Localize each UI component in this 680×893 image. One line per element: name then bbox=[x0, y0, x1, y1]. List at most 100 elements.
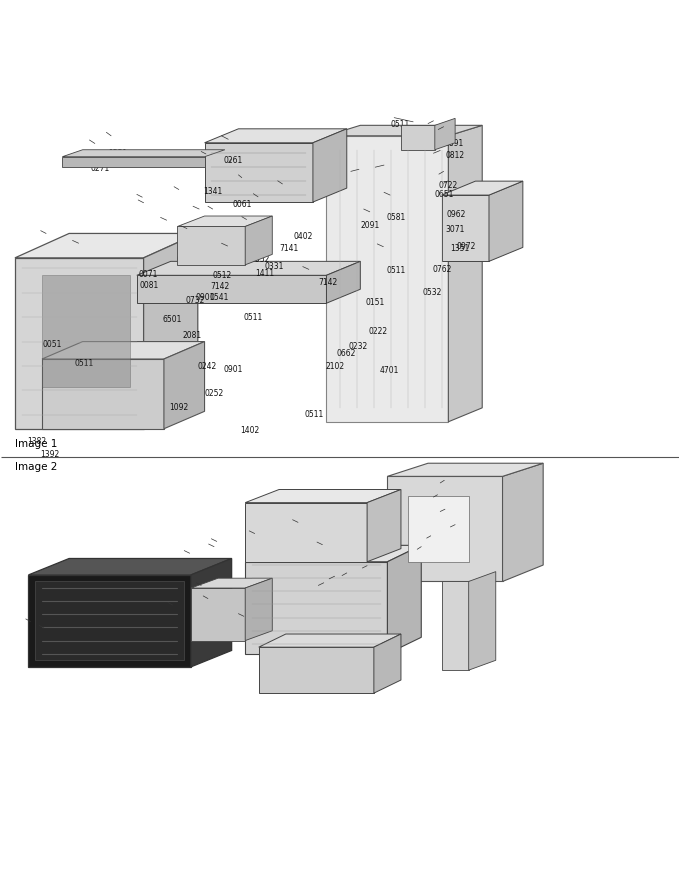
Polygon shape bbox=[469, 572, 496, 670]
Polygon shape bbox=[191, 588, 245, 640]
Polygon shape bbox=[29, 558, 232, 575]
Text: 1392: 1392 bbox=[41, 450, 60, 459]
Text: 0331: 0331 bbox=[176, 255, 195, 264]
Polygon shape bbox=[177, 216, 272, 227]
Polygon shape bbox=[205, 129, 347, 143]
Text: 1551: 1551 bbox=[108, 149, 128, 158]
Text: 0581: 0581 bbox=[386, 213, 405, 222]
Polygon shape bbox=[489, 181, 523, 262]
Text: 0242: 0242 bbox=[198, 362, 217, 371]
Text: 0972: 0972 bbox=[456, 241, 476, 251]
Polygon shape bbox=[435, 119, 455, 150]
Polygon shape bbox=[245, 503, 367, 562]
Text: 1092: 1092 bbox=[169, 403, 188, 412]
Text: 2091: 2091 bbox=[360, 221, 379, 230]
Polygon shape bbox=[374, 634, 401, 693]
Text: 1411: 1411 bbox=[256, 269, 275, 278]
Text: 0331: 0331 bbox=[203, 228, 222, 237]
Polygon shape bbox=[388, 476, 503, 581]
Polygon shape bbox=[245, 546, 422, 562]
Polygon shape bbox=[388, 546, 422, 654]
Text: 0151: 0151 bbox=[366, 298, 385, 307]
Text: 0532: 0532 bbox=[423, 288, 442, 296]
Text: 0891: 0891 bbox=[445, 138, 464, 147]
Polygon shape bbox=[326, 125, 482, 136]
Polygon shape bbox=[441, 195, 489, 262]
Polygon shape bbox=[441, 181, 523, 195]
Polygon shape bbox=[388, 463, 543, 476]
Polygon shape bbox=[164, 341, 205, 429]
Text: 1351: 1351 bbox=[449, 244, 469, 253]
Text: 0651: 0651 bbox=[435, 190, 454, 199]
Polygon shape bbox=[503, 463, 543, 581]
Text: 0552: 0552 bbox=[251, 255, 270, 264]
Text: 0222: 0222 bbox=[369, 327, 388, 336]
Text: 0252: 0252 bbox=[205, 389, 224, 398]
Text: 7142: 7142 bbox=[318, 278, 337, 288]
Polygon shape bbox=[245, 489, 401, 503]
Text: 0662: 0662 bbox=[337, 348, 356, 357]
Text: 0541: 0541 bbox=[210, 293, 229, 302]
Text: 0261: 0261 bbox=[224, 156, 243, 165]
Polygon shape bbox=[245, 216, 272, 265]
Polygon shape bbox=[35, 581, 184, 660]
Polygon shape bbox=[408, 497, 469, 562]
Text: 0511: 0511 bbox=[391, 121, 410, 129]
Polygon shape bbox=[245, 562, 388, 654]
Text: 0232: 0232 bbox=[348, 342, 367, 351]
Text: 0512: 0512 bbox=[213, 271, 232, 280]
Text: 0511: 0511 bbox=[75, 359, 94, 369]
Text: 0901: 0901 bbox=[207, 238, 226, 248]
Text: 0901: 0901 bbox=[224, 365, 243, 374]
Polygon shape bbox=[63, 150, 225, 156]
Polygon shape bbox=[258, 634, 401, 647]
Polygon shape bbox=[137, 275, 326, 304]
Polygon shape bbox=[326, 136, 448, 421]
Polygon shape bbox=[15, 233, 198, 258]
Polygon shape bbox=[29, 575, 191, 667]
Text: 0081: 0081 bbox=[139, 280, 159, 290]
Polygon shape bbox=[367, 489, 401, 562]
Polygon shape bbox=[42, 359, 164, 429]
Text: 0071: 0071 bbox=[138, 270, 158, 279]
Polygon shape bbox=[258, 647, 374, 693]
Polygon shape bbox=[313, 129, 347, 202]
Polygon shape bbox=[63, 156, 205, 167]
Polygon shape bbox=[15, 258, 143, 429]
Text: 1402: 1402 bbox=[240, 426, 259, 435]
Text: 1341: 1341 bbox=[203, 187, 222, 196]
Text: Image 2: Image 2 bbox=[15, 462, 57, 472]
Text: 0812: 0812 bbox=[445, 151, 464, 160]
Polygon shape bbox=[245, 578, 272, 640]
Text: 0722: 0722 bbox=[439, 180, 458, 189]
Polygon shape bbox=[42, 341, 205, 359]
Text: 0511: 0511 bbox=[244, 313, 263, 322]
Polygon shape bbox=[441, 581, 469, 670]
Text: 0511: 0511 bbox=[386, 266, 405, 275]
Polygon shape bbox=[448, 125, 482, 421]
Polygon shape bbox=[326, 262, 360, 304]
Text: 0671: 0671 bbox=[240, 232, 259, 241]
Text: 0732: 0732 bbox=[186, 296, 205, 305]
Text: 4701: 4701 bbox=[379, 366, 398, 375]
Polygon shape bbox=[137, 262, 360, 275]
Text: Image 1: Image 1 bbox=[15, 438, 57, 448]
Text: 0901: 0901 bbox=[195, 293, 214, 302]
Polygon shape bbox=[191, 578, 272, 588]
Text: 7142: 7142 bbox=[210, 282, 229, 291]
Text: 0511: 0511 bbox=[305, 410, 324, 419]
Text: 0331: 0331 bbox=[264, 262, 284, 271]
Text: 2081: 2081 bbox=[183, 331, 202, 340]
Text: 3071: 3071 bbox=[445, 225, 464, 234]
Polygon shape bbox=[191, 558, 232, 667]
Text: 0962: 0962 bbox=[446, 211, 466, 220]
Text: 0051: 0051 bbox=[42, 340, 61, 349]
Text: 0762: 0762 bbox=[432, 264, 452, 273]
Polygon shape bbox=[42, 275, 130, 387]
Text: 6501: 6501 bbox=[163, 314, 182, 323]
Text: 0061: 0061 bbox=[233, 200, 252, 209]
Text: 7141: 7141 bbox=[279, 244, 299, 253]
Text: 2102: 2102 bbox=[325, 362, 344, 371]
Polygon shape bbox=[177, 227, 245, 265]
Text: 0402: 0402 bbox=[294, 232, 313, 241]
